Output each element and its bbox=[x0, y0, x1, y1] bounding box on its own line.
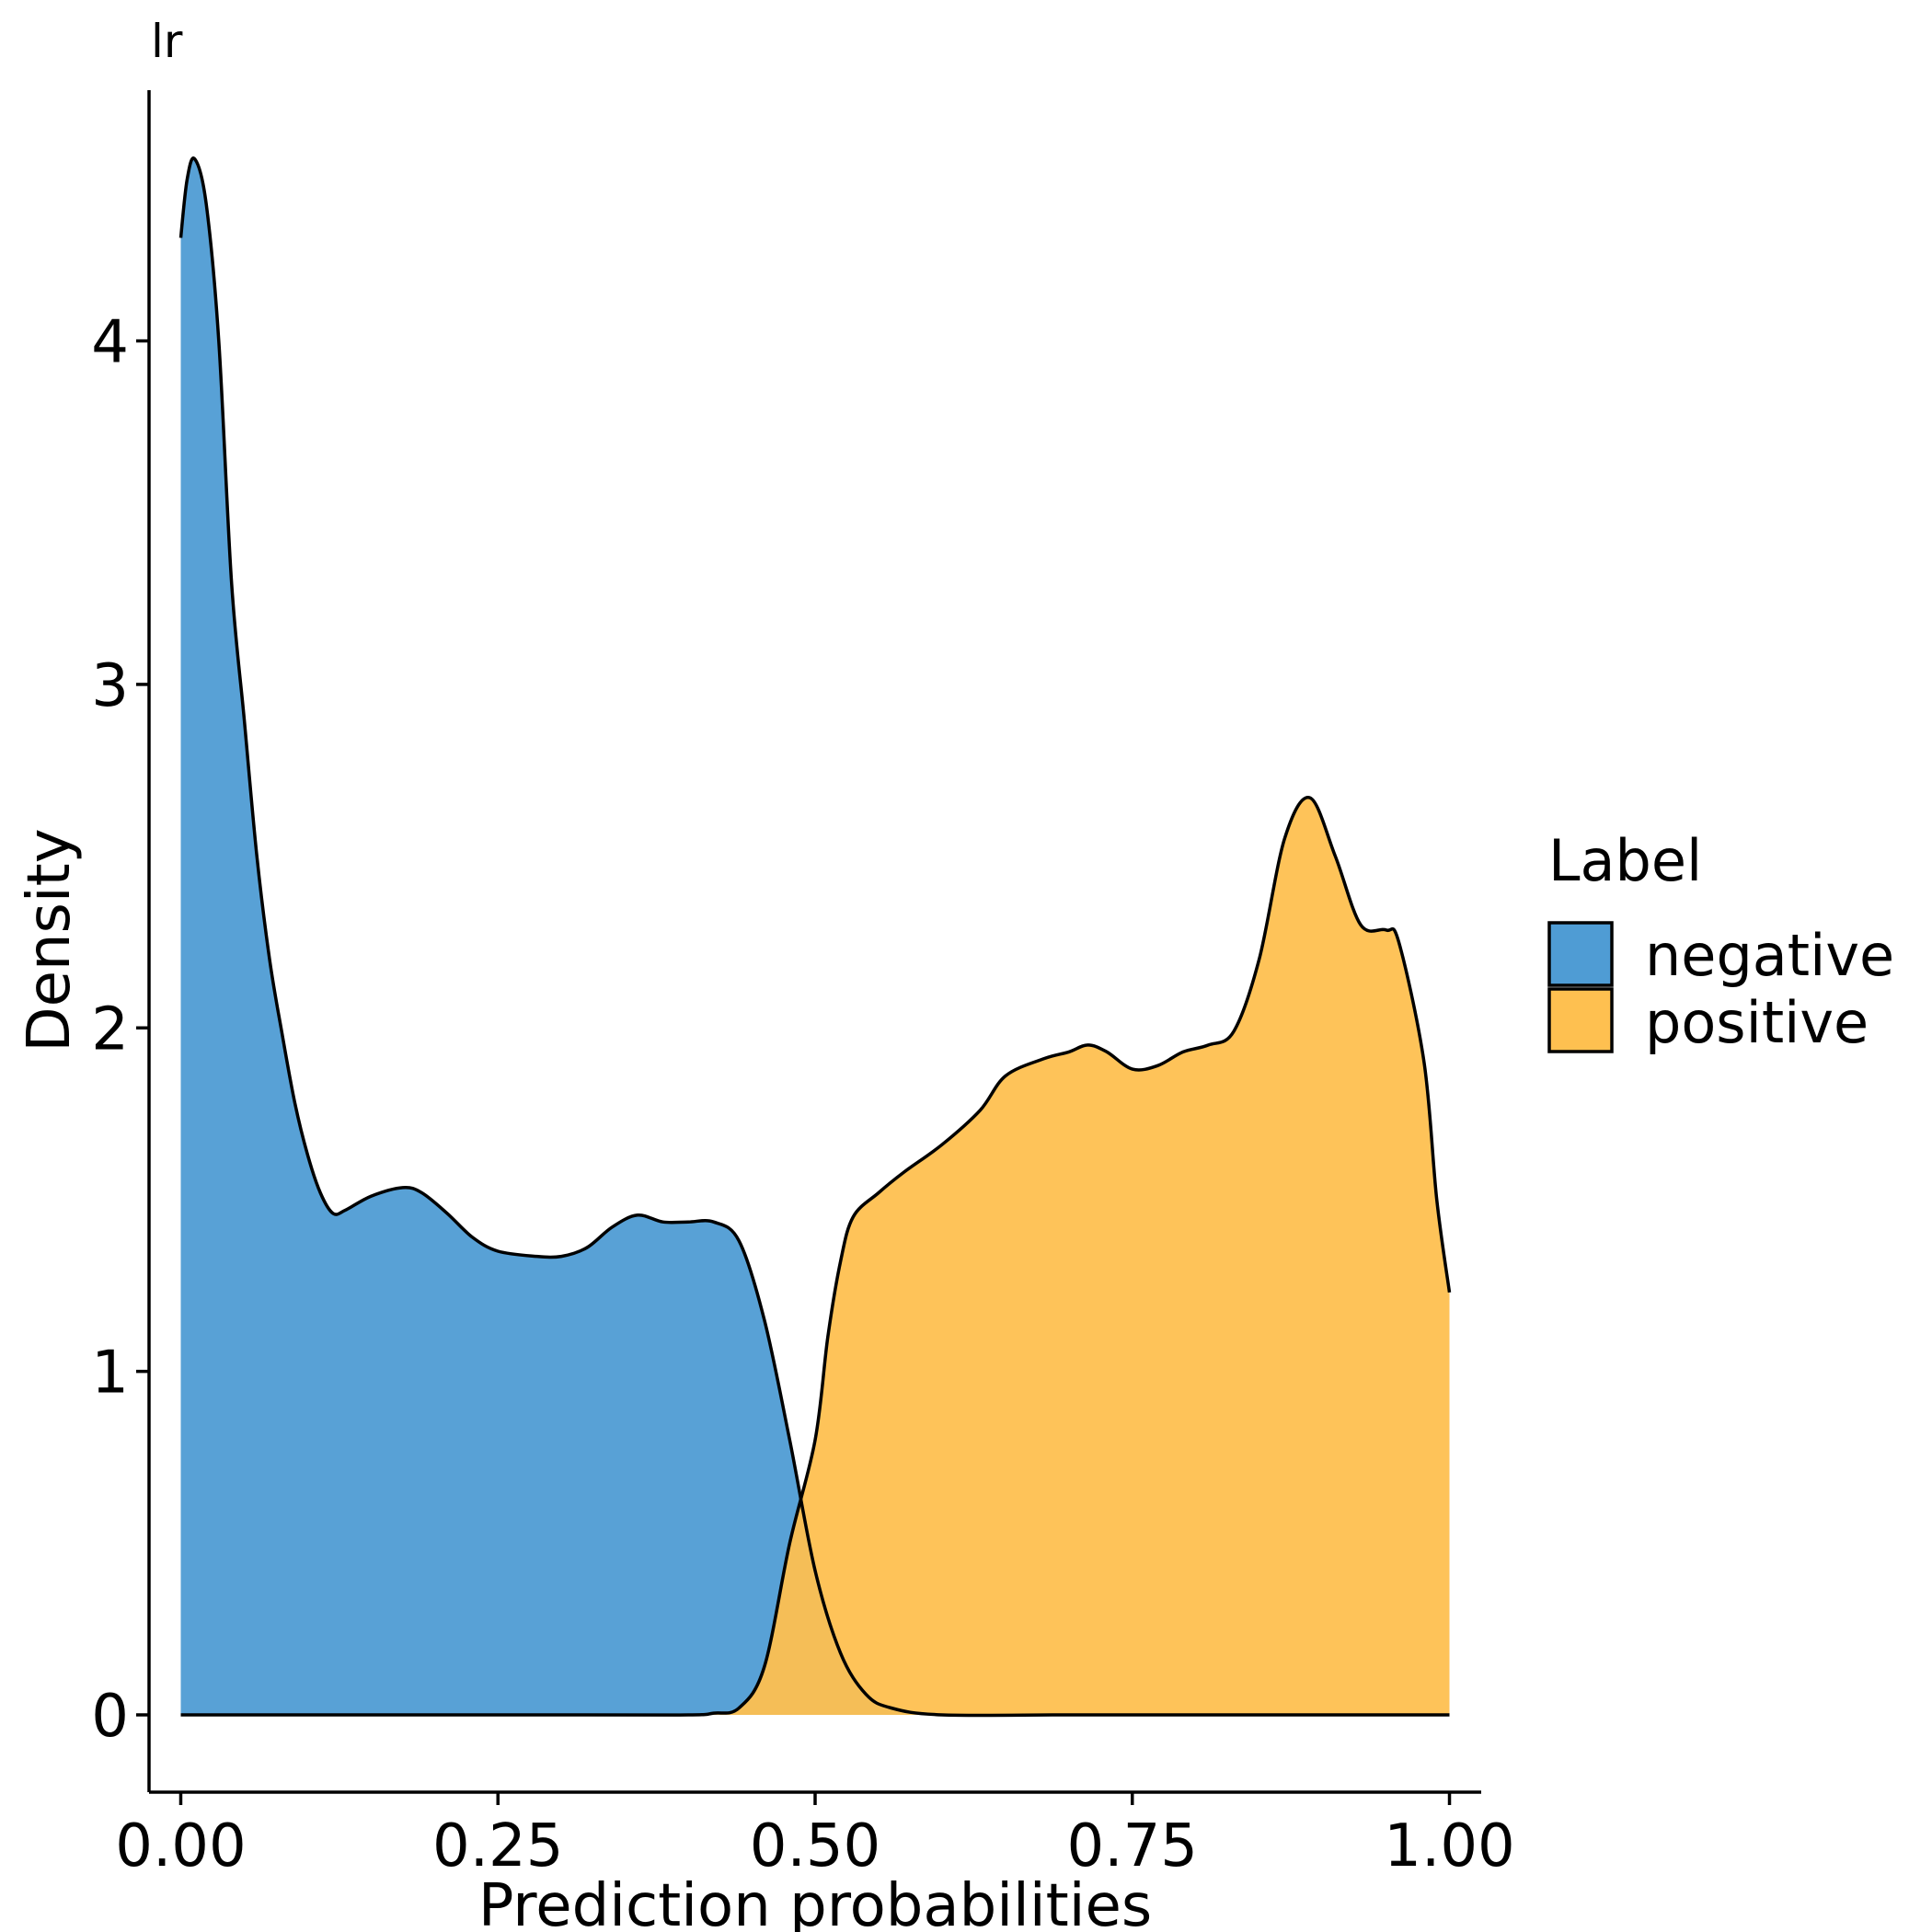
legend-key-negative bbox=[1547, 921, 1614, 987]
density-line-positive bbox=[180, 796, 1452, 1717]
legend-label-positive: positive bbox=[1645, 989, 1869, 1056]
y-tick-label: 4 bbox=[91, 309, 129, 377]
x-tick-label: 0.25 bbox=[432, 1812, 564, 1880]
y-axis-title: Density bbox=[16, 828, 84, 1052]
x-axis-title: Prediction probabilities bbox=[478, 1872, 1152, 1932]
y-tick-label: 0 bbox=[91, 1683, 129, 1751]
density-line-negative bbox=[178, 156, 1450, 1718]
legend-key-positive bbox=[1547, 987, 1614, 1053]
x-tick-label: 0.50 bbox=[750, 1812, 881, 1880]
x-tick-label: 0.00 bbox=[115, 1812, 247, 1880]
x-tick-label: 0.75 bbox=[1067, 1812, 1199, 1880]
density-area-negative bbox=[180, 157, 1450, 1716]
plot-title: lr bbox=[151, 15, 183, 68]
plot-area bbox=[178, 156, 1452, 1718]
y-tick-label: 2 bbox=[91, 995, 129, 1064]
y-tick-label: 1 bbox=[91, 1340, 129, 1408]
ticks: 0.00 0.25 0.50 0.75 1.00 0 1 2 3 4 bbox=[91, 309, 1514, 1880]
y-tick-label: 3 bbox=[91, 652, 129, 720]
density-area-positive bbox=[180, 797, 1450, 1716]
x-tick-label: 1.00 bbox=[1384, 1812, 1515, 1880]
legend-title: Label bbox=[1548, 827, 1702, 894]
legend-label-negative: negative bbox=[1645, 922, 1894, 989]
legend: Label negative positive bbox=[1547, 827, 1894, 1056]
